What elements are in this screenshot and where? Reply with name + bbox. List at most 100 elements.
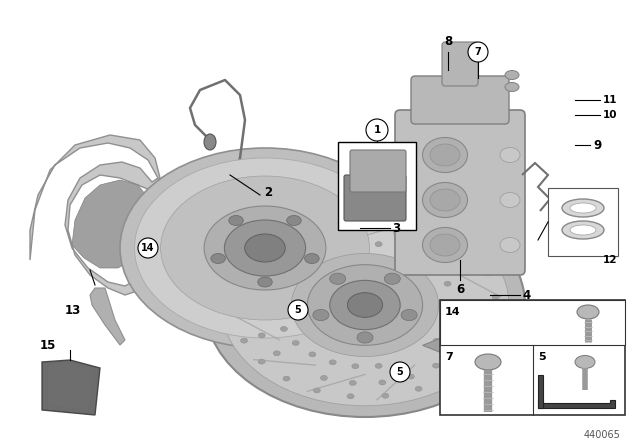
Ellipse shape (397, 246, 404, 251)
Ellipse shape (415, 386, 422, 391)
Ellipse shape (417, 255, 424, 260)
Text: 4: 4 (522, 289, 531, 302)
Ellipse shape (329, 245, 336, 250)
Ellipse shape (292, 264, 299, 270)
Ellipse shape (305, 254, 319, 263)
Text: 6: 6 (456, 283, 464, 296)
Ellipse shape (228, 215, 243, 225)
Text: 3: 3 (392, 221, 400, 234)
Circle shape (366, 119, 388, 141)
Ellipse shape (161, 176, 369, 320)
Circle shape (288, 300, 308, 320)
Text: 8: 8 (444, 35, 452, 48)
Ellipse shape (444, 324, 451, 329)
Bar (440, 300, 625, 415)
Ellipse shape (433, 363, 440, 368)
Text: 14: 14 (445, 307, 461, 317)
Ellipse shape (309, 352, 316, 357)
Ellipse shape (570, 203, 596, 213)
Ellipse shape (505, 82, 519, 91)
Polygon shape (538, 375, 543, 408)
Bar (338, 142, 416, 230)
Text: 1: 1 (373, 125, 381, 135)
Ellipse shape (505, 70, 519, 79)
Ellipse shape (357, 332, 373, 343)
Ellipse shape (225, 220, 306, 276)
Ellipse shape (468, 356, 476, 361)
FancyBboxPatch shape (411, 76, 509, 124)
Ellipse shape (120, 148, 410, 348)
Ellipse shape (575, 356, 595, 369)
Ellipse shape (244, 234, 285, 262)
Ellipse shape (211, 254, 225, 263)
Ellipse shape (280, 279, 287, 284)
Ellipse shape (287, 215, 301, 225)
Ellipse shape (562, 221, 604, 239)
Ellipse shape (348, 293, 383, 317)
Ellipse shape (283, 229, 290, 234)
Ellipse shape (205, 193, 525, 417)
Circle shape (468, 42, 488, 62)
Ellipse shape (577, 305, 599, 319)
Ellipse shape (475, 354, 501, 370)
Text: 9: 9 (593, 138, 601, 151)
Circle shape (390, 362, 410, 382)
Ellipse shape (259, 333, 265, 338)
Ellipse shape (500, 147, 520, 163)
Ellipse shape (415, 219, 422, 224)
Ellipse shape (292, 340, 299, 345)
Text: 5: 5 (397, 367, 403, 377)
Polygon shape (165, 260, 192, 282)
Bar (548, 188, 618, 256)
Ellipse shape (330, 273, 346, 284)
Ellipse shape (384, 273, 400, 284)
FancyBboxPatch shape (344, 175, 406, 221)
Ellipse shape (382, 212, 389, 217)
FancyBboxPatch shape (442, 42, 478, 86)
Polygon shape (30, 135, 160, 295)
Ellipse shape (570, 225, 596, 235)
Text: 13: 13 (65, 303, 81, 316)
Ellipse shape (204, 134, 216, 150)
Text: 7: 7 (475, 47, 481, 57)
Ellipse shape (134, 158, 396, 338)
Polygon shape (538, 400, 615, 408)
Ellipse shape (430, 189, 460, 211)
Text: 15: 15 (40, 339, 56, 352)
Ellipse shape (407, 374, 414, 379)
Ellipse shape (321, 375, 328, 380)
Text: 10: 10 (603, 110, 618, 120)
Ellipse shape (241, 267, 248, 272)
Ellipse shape (221, 204, 509, 406)
Ellipse shape (433, 267, 440, 272)
Ellipse shape (422, 182, 467, 217)
Text: 11: 11 (603, 95, 618, 105)
Ellipse shape (444, 281, 451, 286)
Ellipse shape (241, 338, 248, 343)
Ellipse shape (452, 257, 460, 262)
FancyBboxPatch shape (350, 150, 406, 192)
Ellipse shape (375, 241, 382, 247)
Ellipse shape (291, 254, 438, 357)
Ellipse shape (259, 272, 265, 277)
Ellipse shape (313, 310, 329, 321)
Text: 2: 2 (264, 185, 272, 198)
Text: 440065: 440065 (583, 430, 620, 440)
Ellipse shape (468, 249, 476, 254)
Ellipse shape (500, 193, 520, 207)
Ellipse shape (250, 292, 257, 297)
Ellipse shape (314, 388, 321, 393)
FancyBboxPatch shape (395, 110, 525, 275)
Ellipse shape (379, 380, 386, 385)
Ellipse shape (349, 380, 356, 385)
Text: 5: 5 (294, 305, 301, 315)
Ellipse shape (347, 394, 354, 399)
Text: 5: 5 (538, 352, 546, 362)
Polygon shape (72, 180, 150, 268)
Ellipse shape (307, 265, 422, 345)
Ellipse shape (382, 393, 389, 398)
Ellipse shape (273, 351, 280, 356)
Ellipse shape (430, 234, 460, 256)
Ellipse shape (294, 240, 301, 245)
Ellipse shape (329, 360, 336, 365)
